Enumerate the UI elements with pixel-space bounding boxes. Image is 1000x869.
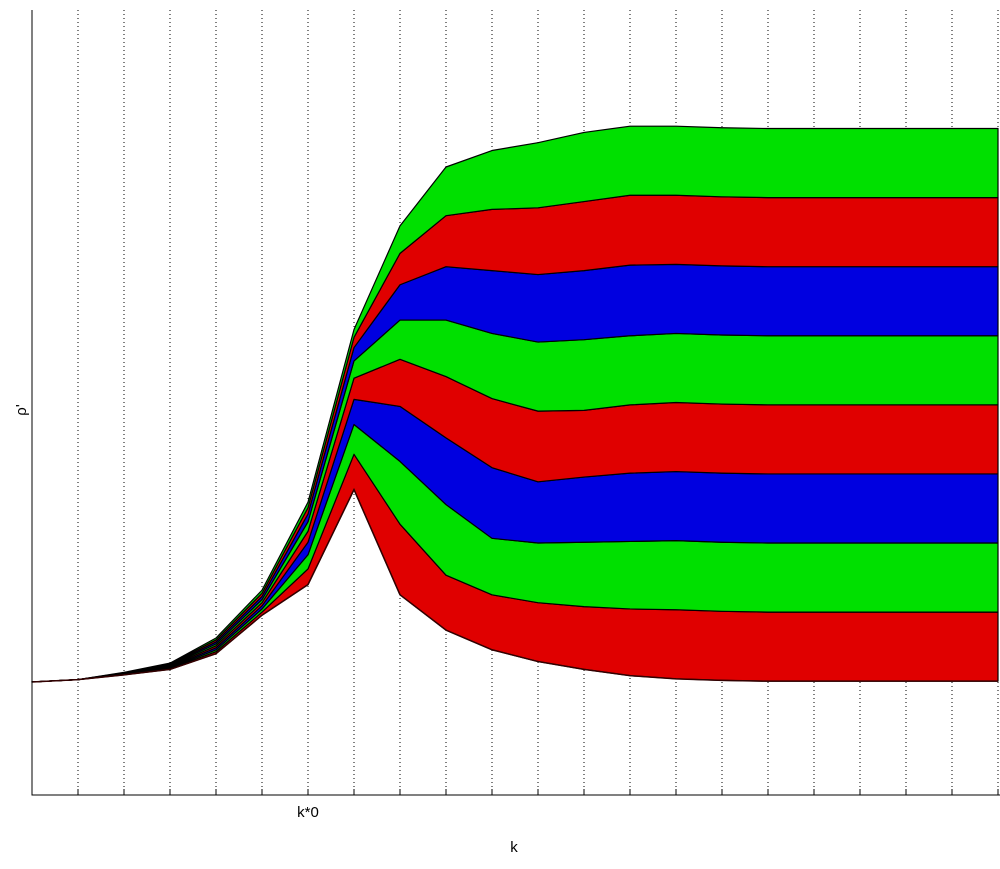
bands — [31, 125, 999, 683]
x-axis-label: k — [510, 839, 518, 856]
baseline — [31, 487, 998, 683]
x-tick-label: k*0 — [297, 804, 319, 821]
y-axis-label: ρ' — [13, 404, 30, 416]
band — [31, 125, 999, 683]
axes — [31, 10, 1000, 796]
